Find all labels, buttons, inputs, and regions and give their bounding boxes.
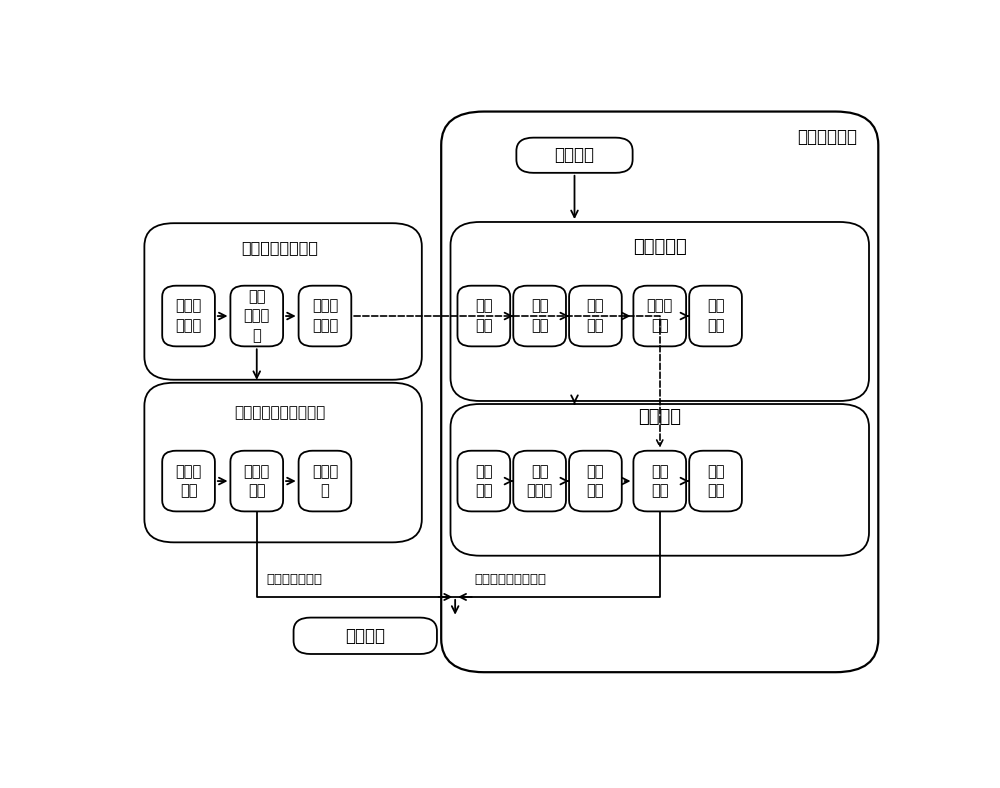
FancyBboxPatch shape bbox=[299, 451, 351, 511]
Text: 指针
提取: 指针 提取 bbox=[587, 463, 604, 499]
FancyBboxPatch shape bbox=[633, 286, 686, 347]
FancyBboxPatch shape bbox=[162, 286, 215, 347]
Text: 读数识别: 读数识别 bbox=[638, 408, 681, 426]
FancyBboxPatch shape bbox=[457, 286, 510, 347]
FancyBboxPatch shape bbox=[162, 451, 215, 511]
Text: 表盘
圆定位: 表盘 圆定位 bbox=[526, 463, 553, 499]
FancyBboxPatch shape bbox=[633, 451, 686, 511]
FancyBboxPatch shape bbox=[689, 286, 742, 347]
Text: 降噪
处理: 降噪 处理 bbox=[587, 299, 604, 333]
FancyBboxPatch shape bbox=[569, 451, 622, 511]
Text: 标准表压力值获取模块: 标准表压力值获取模块 bbox=[234, 406, 326, 421]
FancyBboxPatch shape bbox=[513, 286, 566, 347]
FancyBboxPatch shape bbox=[230, 286, 283, 347]
Text: 图像预处理: 图像预处理 bbox=[633, 239, 687, 256]
FancyBboxPatch shape bbox=[294, 618, 437, 654]
Text: 可控压力发生模块: 可控压力发生模块 bbox=[242, 240, 318, 255]
Text: 设置仪
表类型: 设置仪 表类型 bbox=[175, 299, 202, 333]
FancyBboxPatch shape bbox=[299, 286, 351, 347]
Text: 表盘
分割: 表盘 分割 bbox=[475, 463, 493, 499]
Text: 降噪
处理: 降噪 处理 bbox=[475, 299, 493, 333]
Text: 图像采集: 图像采集 bbox=[554, 147, 594, 164]
Text: 返回读
数据: 返回读 数据 bbox=[244, 463, 270, 499]
FancyBboxPatch shape bbox=[457, 451, 510, 511]
Text: 可控
压力发
生: 可控 压力发 生 bbox=[244, 288, 270, 344]
Text: 发送读
指令: 发送读 指令 bbox=[175, 463, 202, 499]
Text: 读数识别系统: 读数识别系统 bbox=[797, 128, 857, 146]
Text: 误差计算: 误差计算 bbox=[345, 626, 385, 645]
Text: 直线查
找范围: 直线查 找范围 bbox=[312, 299, 338, 333]
Text: 进制转
换: 进制转 换 bbox=[312, 463, 338, 499]
Text: 读数
识别: 读数 识别 bbox=[707, 463, 724, 499]
FancyBboxPatch shape bbox=[516, 138, 633, 173]
Text: 图像识别的压力读数: 图像识别的压力读数 bbox=[475, 573, 547, 586]
FancyBboxPatch shape bbox=[230, 451, 283, 511]
FancyBboxPatch shape bbox=[569, 286, 622, 347]
Text: 标准表压力读数: 标准表压力读数 bbox=[266, 573, 322, 586]
Text: 直线
检测: 直线 检测 bbox=[651, 463, 668, 499]
Text: 特征点
检测: 特征点 检测 bbox=[647, 299, 673, 333]
FancyBboxPatch shape bbox=[689, 451, 742, 511]
FancyBboxPatch shape bbox=[513, 451, 566, 511]
Text: 图像
增强: 图像 增强 bbox=[531, 299, 548, 333]
Text: 姿态
矫正: 姿态 矫正 bbox=[707, 299, 724, 333]
